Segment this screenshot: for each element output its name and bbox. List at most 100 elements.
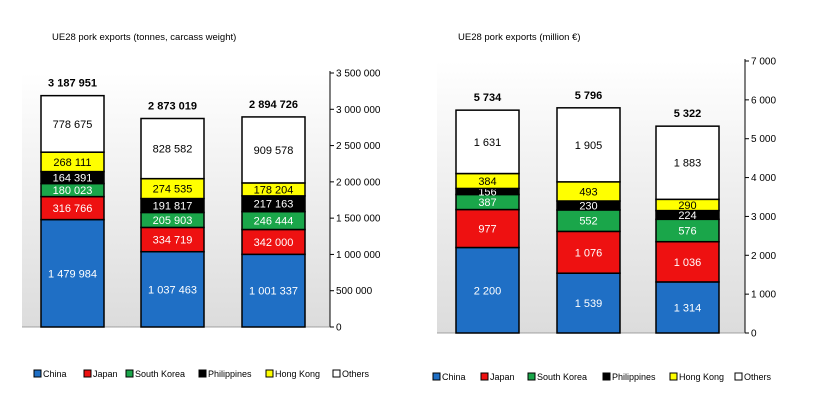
data-label: 1 314 bbox=[674, 302, 702, 314]
chart-title: UE28 pork exports (tonnes, carcass weigh… bbox=[52, 32, 236, 43]
legend-swatch-hong-kong bbox=[669, 372, 678, 381]
legend-label: Philippines bbox=[208, 369, 252, 379]
y-tick-label: 2 000 bbox=[751, 251, 776, 262]
total-label: 5 322 bbox=[674, 108, 702, 120]
chart-title: UE28 pork exports (million €) bbox=[458, 32, 581, 43]
legend-label: South Korea bbox=[135, 369, 185, 379]
y-tick-label: 0 bbox=[336, 323, 342, 334]
legend-label: Japan bbox=[490, 372, 515, 382]
y-tick-label: 2 000 000 bbox=[336, 177, 381, 188]
legend-swatch-japan bbox=[83, 369, 92, 378]
data-label: 384 bbox=[478, 176, 496, 188]
bar-segment-japan bbox=[556, 230, 621, 274]
y-tick-label: 1 000 bbox=[751, 290, 776, 301]
data-label: 493 bbox=[579, 186, 597, 198]
total-label: 5 796 bbox=[575, 90, 603, 102]
total-label: 2 894 726 bbox=[249, 99, 298, 111]
legend-label: Hong Kong bbox=[275, 369, 320, 379]
legend-swatch-south-korea bbox=[527, 372, 536, 381]
data-label: 164 391 bbox=[53, 173, 93, 185]
bar-segment-china bbox=[241, 253, 306, 328]
bar-segment-others bbox=[140, 117, 205, 180]
data-label: 274 535 bbox=[153, 184, 193, 196]
data-label: 290 bbox=[678, 200, 696, 212]
data-label: 230 bbox=[579, 200, 597, 212]
legend: China Japan South Korea Philippines Hong Kon… bbox=[33, 369, 370, 379]
data-label: 191 817 bbox=[153, 201, 193, 213]
bar-segment-china bbox=[40, 218, 105, 328]
bar-segment-china bbox=[655, 281, 720, 334]
bar-segment-japan bbox=[455, 208, 520, 249]
data-label: 316 766 bbox=[53, 203, 93, 215]
bar-segment-japan bbox=[140, 226, 205, 253]
y-tick-label: 4 000 bbox=[751, 173, 776, 184]
y-tick-label: 3 000 000 bbox=[336, 105, 381, 116]
legend-swatch-south-korea bbox=[125, 369, 134, 378]
y-tick-label: 500 000 bbox=[336, 286, 373, 297]
bar-segment-others bbox=[556, 107, 621, 183]
data-label: 778 675 bbox=[53, 119, 93, 131]
total-label: 3 187 951 bbox=[48, 78, 97, 90]
chart-panel-2: UE28 pork exports (million €) 0 1 000 2 000… bbox=[432, 32, 776, 382]
data-label: 224 bbox=[678, 210, 696, 222]
y-tick-label: 6 000 bbox=[751, 95, 776, 106]
bar-segment-china bbox=[455, 246, 520, 334]
data-label: 977 bbox=[478, 224, 496, 236]
data-label: 1 905 bbox=[575, 140, 603, 152]
data-label: 246 444 bbox=[254, 216, 294, 228]
bar-segment-others bbox=[655, 125, 720, 201]
legend-swatch-others bbox=[332, 369, 341, 378]
data-label: 1 001 337 bbox=[249, 286, 298, 298]
data-label: 1 037 463 bbox=[148, 284, 197, 296]
legend-swatch-philippines bbox=[602, 372, 611, 381]
legend-label: Philippines bbox=[612, 372, 656, 382]
data-label: 1 479 984 bbox=[48, 268, 97, 280]
y-tick-label: 5 000 bbox=[751, 134, 776, 145]
y-tick-label: 1 000 000 bbox=[336, 250, 381, 261]
legend-label: Others bbox=[342, 369, 370, 379]
y-tick-label: 0 bbox=[751, 329, 757, 340]
data-label: 178 204 bbox=[254, 184, 294, 196]
legend-swatch-china bbox=[432, 372, 441, 381]
total-label: 2 873 019 bbox=[148, 101, 197, 113]
legend-swatch-hong-kong bbox=[265, 369, 274, 378]
data-label: 1 631 bbox=[474, 137, 502, 149]
data-label: 180 023 bbox=[53, 185, 93, 197]
data-label: 552 bbox=[579, 216, 597, 228]
data-label: 828 582 bbox=[153, 144, 193, 156]
legend-label: Japan bbox=[93, 369, 118, 379]
y-tick-label: 7 000 bbox=[751, 57, 776, 68]
legend-label: Hong Kong bbox=[679, 372, 724, 382]
bar-segment-others bbox=[241, 116, 306, 184]
bar-segment-china bbox=[556, 272, 621, 334]
legend-label: Others bbox=[744, 372, 772, 382]
data-label: 1 076 bbox=[575, 247, 603, 259]
data-label: 334 719 bbox=[153, 235, 193, 247]
data-label: 217 163 bbox=[254, 199, 294, 211]
total-label: 5 734 bbox=[474, 92, 502, 104]
data-label: 1 883 bbox=[674, 158, 702, 170]
data-label: 1 036 bbox=[674, 257, 702, 269]
data-label: 342 000 bbox=[254, 237, 294, 249]
bar-segment-japan bbox=[241, 228, 306, 256]
data-label: 1 539 bbox=[575, 298, 603, 310]
chart-panel-1: UE28 pork exports (tonnes, carcass weigh… bbox=[22, 32, 381, 379]
legend-swatch-others bbox=[734, 372, 743, 381]
legend-swatch-japan bbox=[480, 372, 489, 381]
y-tick-label: 3 500 000 bbox=[336, 69, 381, 80]
bar-segment-china bbox=[140, 250, 205, 328]
data-label: 205 903 bbox=[153, 215, 193, 227]
bar-segment-others bbox=[40, 94, 105, 153]
legend-swatch-china bbox=[33, 369, 42, 378]
data-label: 387 bbox=[478, 197, 496, 209]
y-tick-label: 2 500 000 bbox=[336, 141, 381, 152]
legend-label: China bbox=[442, 372, 466, 382]
legend-swatch-philippines bbox=[198, 369, 207, 378]
data-label: 576 bbox=[678, 225, 696, 237]
legend-label: South Korea bbox=[537, 372, 587, 382]
data-label: 268 111 bbox=[53, 157, 91, 169]
legend: China Japan South Korea Philippines Hong Kon… bbox=[432, 372, 772, 382]
y-tick-label: 1 500 000 bbox=[336, 214, 381, 225]
